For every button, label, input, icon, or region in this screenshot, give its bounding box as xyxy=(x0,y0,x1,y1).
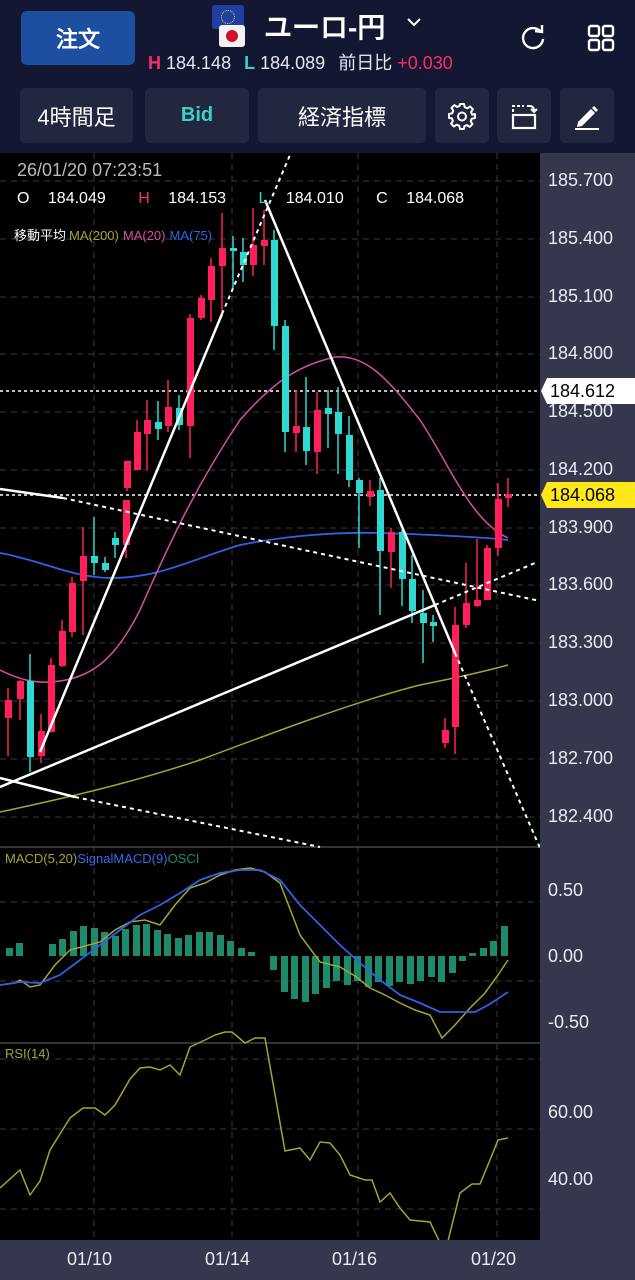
price-tick: 185.400 xyxy=(548,228,614,248)
high-value: 184.153 xyxy=(168,190,227,207)
date-tick: 01/14 xyxy=(205,1249,251,1269)
price-tick: 185.700 xyxy=(548,170,614,190)
layout-swap-button[interactable] xyxy=(497,88,551,143)
price-tick: 182.700 xyxy=(548,748,614,768)
change-label: 前日比 xyxy=(338,53,393,73)
current-price-tag: 184.068 xyxy=(541,482,635,508)
price-tick: 183.000 xyxy=(548,690,614,710)
price-tick: 183.900 xyxy=(548,517,614,537)
low-key: L xyxy=(258,190,268,207)
macd-histogram xyxy=(6,924,508,1002)
price-tick: 182.400 xyxy=(548,806,614,826)
low-value: 184.089 xyxy=(260,53,326,73)
ohlc-readout: O 184.049 H 184.153 L 184.010 C 184.068 xyxy=(17,190,492,208)
header-bar: 注文 ユーロ-円 H 184.148 L 184.089 前日比 +0.030 xyxy=(0,0,635,80)
price-tick: 184.800 xyxy=(548,343,614,363)
low-value: 184.010 xyxy=(285,190,344,207)
rsi-tick: 60.00 xyxy=(548,1102,594,1122)
trend-lines xyxy=(0,154,540,849)
macd-tick: 0.00 xyxy=(548,946,584,966)
close-key: C xyxy=(376,190,388,207)
rsi-tick: 40.00 xyxy=(548,1169,594,1189)
close-value: 184.068 xyxy=(406,190,465,207)
high-key: H xyxy=(148,53,161,73)
price-tick: 183.300 xyxy=(548,632,614,652)
time-axis[interactable] xyxy=(0,1240,540,1280)
economic-indicators-button[interactable]: 経済指標 xyxy=(258,88,426,143)
timeframe-button[interactable]: 4時間足 xyxy=(20,88,133,143)
macd-legend-macd: MACD(5,20) xyxy=(5,851,78,866)
macd-tick: 0.50 xyxy=(548,880,584,900)
open-value: 184.049 xyxy=(47,190,106,207)
macd-legend: MACD(5,20)SignalMACD(9)OSCI xyxy=(5,851,199,866)
refresh-button[interactable] xyxy=(513,18,553,58)
quote-summary: H 184.148 L 184.089 前日比 +0.030 xyxy=(148,49,453,75)
ma-legend-label: 移動平均 xyxy=(14,228,67,243)
date-tick: 01/10 xyxy=(67,1249,113,1269)
settings-button[interactable] xyxy=(435,88,489,143)
high-value: 184.148 xyxy=(166,53,232,73)
ma20-legend: MA(20) xyxy=(122,228,166,243)
price-tick: 184.200 xyxy=(548,459,614,479)
price-tick: 184.500 xyxy=(548,401,614,421)
candles xyxy=(5,208,512,772)
ma200-legend: MA(200) xyxy=(69,228,119,243)
rsi-legend: RSI(14) xyxy=(5,1046,50,1061)
date-tick: 01/16 xyxy=(332,1249,378,1269)
macd-tick: -0.50 xyxy=(548,1012,590,1032)
chart-toolbar: 4時間足 Bid 経済指標 xyxy=(0,80,635,153)
ma-legend: 移動平均 MA(200) MA(20) MA(75) xyxy=(14,225,212,244)
ma75-legend: MA(75) xyxy=(169,228,213,243)
change-value: +0.030 xyxy=(397,53,453,73)
refresh-icon xyxy=(521,25,545,50)
layout-swap-icon xyxy=(511,104,538,129)
low-key: L xyxy=(244,53,256,73)
grid-icon xyxy=(587,24,615,52)
pencil-icon xyxy=(575,105,599,130)
gear-icon xyxy=(448,102,476,130)
price-type-button[interactable]: Bid xyxy=(145,88,249,143)
order-button[interactable]: 注文 xyxy=(21,11,135,65)
price-axis[interactable] xyxy=(540,153,635,1280)
price-tick: 183.600 xyxy=(548,574,614,594)
reference-price-tag: 184.612 xyxy=(541,378,635,404)
chart-timestamp: 26/01/20 07:23:51 xyxy=(17,160,163,180)
currency-flags xyxy=(212,5,252,47)
draw-tool-button[interactable] xyxy=(560,88,614,143)
grid-menu-button[interactable] xyxy=(581,18,621,58)
price-tick: 185.100 xyxy=(548,286,614,306)
chevron-down-icon[interactable] xyxy=(404,12,424,32)
macd-legend-osci: OSCI xyxy=(167,851,200,866)
macd-legend-signal: SignalMACD(9) xyxy=(77,851,168,866)
currency-pair-title[interactable]: ユーロ-円 xyxy=(264,12,386,43)
open-key: O xyxy=(17,190,30,207)
date-tick: 01/20 xyxy=(471,1249,517,1269)
grid-lines xyxy=(0,153,540,1240)
candlestick-chart[interactable] xyxy=(0,153,540,1240)
jp-flag-icon xyxy=(219,25,245,47)
high-key: H xyxy=(138,190,150,207)
